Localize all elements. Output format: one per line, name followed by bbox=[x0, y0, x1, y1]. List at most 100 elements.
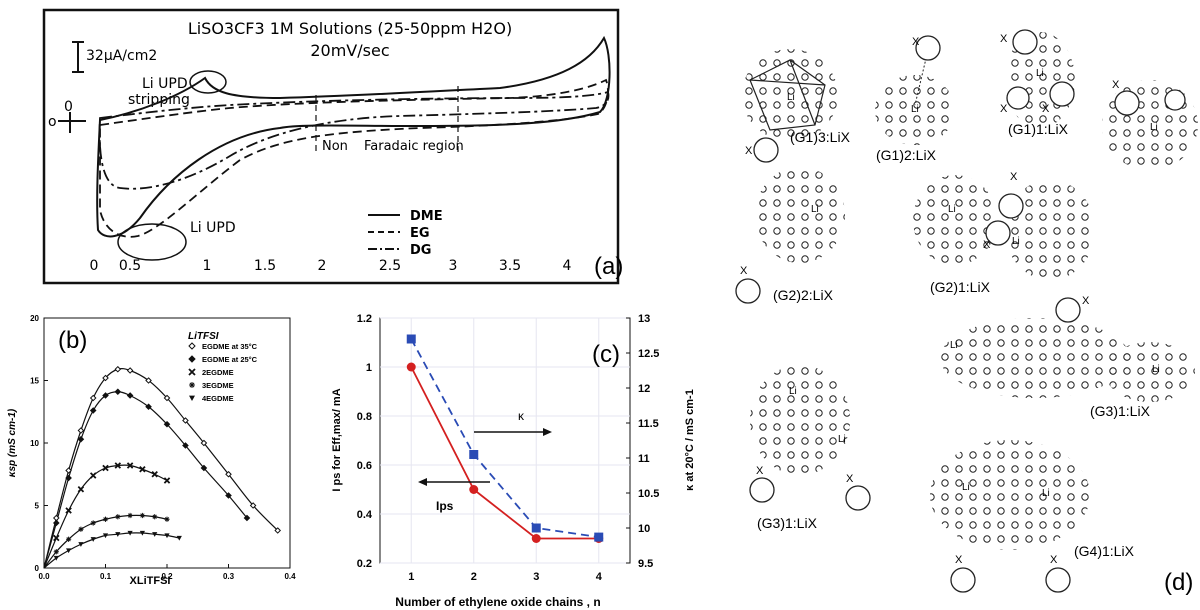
b-data-point bbox=[78, 542, 84, 547]
atom-x-label: X bbox=[1000, 33, 1008, 45]
b-ytick-label: 0 bbox=[35, 564, 40, 573]
b-data-point bbox=[139, 530, 145, 536]
label-g2-1: (G2)1:LiX bbox=[930, 279, 991, 295]
panel-a-frame bbox=[42, 8, 620, 285]
panel-a: LiSO3CF3 1M Solutions (25-50ppm H2O) 20m… bbox=[42, 8, 623, 285]
b-data-point bbox=[115, 532, 121, 537]
b-legend-label: 4EGDME bbox=[202, 394, 234, 403]
label-g3-1-b: (G3)1:LiX bbox=[1090, 403, 1151, 419]
a-xtick: 0.5 bbox=[119, 258, 141, 274]
b-legend-marker bbox=[188, 355, 196, 363]
b-data-point bbox=[66, 536, 72, 542]
atom-x-label: X bbox=[756, 465, 764, 477]
atom-li-label: Li bbox=[1036, 68, 1044, 79]
b-data-point bbox=[152, 514, 158, 520]
panel-d: Li Li Li Li Li Li Li Li Li Li Li Li Li X… bbox=[735, 29, 1198, 596]
c-data-point bbox=[469, 450, 479, 459]
b-data-point bbox=[114, 388, 122, 396]
b-ytick-label: 10 bbox=[30, 439, 39, 448]
c-ytick-right: 9.5 bbox=[638, 558, 653, 570]
c-ytick-right: 10.5 bbox=[638, 488, 659, 500]
b-data-point bbox=[163, 420, 171, 428]
c-ytick-right: 13 bbox=[638, 313, 650, 325]
b-data-point bbox=[182, 442, 189, 449]
panel-b-xlabel: XLiTFSI bbox=[130, 575, 171, 587]
b-series-line bbox=[43, 368, 279, 569]
b-data-point bbox=[102, 374, 109, 382]
b-ytick-label: 20 bbox=[30, 314, 39, 323]
c-ytick-left: 0.6 bbox=[357, 460, 372, 472]
molecule-g1-2 bbox=[875, 35, 955, 145]
c-data-point bbox=[469, 485, 479, 494]
b-legend-marker bbox=[188, 342, 196, 350]
atom-li-label: Li bbox=[811, 204, 819, 215]
atom-x-label: X bbox=[1010, 171, 1018, 183]
c-ytick-left: 1.2 bbox=[357, 313, 372, 325]
atom-x-label: X bbox=[1000, 103, 1008, 115]
legend-dg: DG bbox=[410, 243, 431, 258]
b-data-point bbox=[145, 403, 152, 411]
b-data-point bbox=[65, 474, 72, 482]
ips-annotation: Ips bbox=[436, 499, 454, 513]
legend-dme: DME bbox=[410, 209, 443, 224]
b-series-line bbox=[43, 391, 248, 569]
a-xtick: 3.5 bbox=[499, 258, 521, 274]
atom-li-label: Li bbox=[838, 434, 846, 445]
b-data-point bbox=[176, 535, 182, 541]
c-xtick-label: 2 bbox=[471, 571, 477, 583]
cv-curve-dme bbox=[96, 35, 611, 238]
b-data-point bbox=[53, 549, 59, 555]
atom-li-label: Li bbox=[1012, 236, 1020, 247]
atom-li-label: Li bbox=[911, 104, 919, 115]
upd-stripping-label-2: stripping bbox=[128, 92, 190, 108]
b-data-point bbox=[164, 516, 170, 522]
atom-x-label: X bbox=[1082, 295, 1090, 307]
molecule-g3-1-b bbox=[940, 297, 1195, 402]
b-data-point bbox=[114, 365, 122, 373]
atom-li-label: Li bbox=[787, 92, 795, 103]
b-legend-marker bbox=[188, 368, 196, 376]
c-ytick-right: 12.5 bbox=[638, 348, 659, 360]
atom-li-label: Li bbox=[950, 340, 958, 351]
c-ytick-left: 0.4 bbox=[357, 509, 373, 521]
atom-x-label: X bbox=[1042, 103, 1050, 115]
c-ytick-right: 10 bbox=[638, 523, 650, 535]
panel-c-ylabel-right: κ at 20°C / mS cm-1 bbox=[684, 389, 696, 491]
b-data-point bbox=[145, 377, 152, 384]
atom-li-label: Li bbox=[1152, 364, 1160, 375]
b-data-point bbox=[152, 532, 158, 537]
b-data-point bbox=[65, 507, 72, 514]
b-legend-label: EGDME at 35°C bbox=[202, 342, 258, 351]
c-ytick-right: 11.5 bbox=[638, 418, 659, 430]
b-legend-label: 3EGDME bbox=[202, 381, 234, 390]
legend-eg: EG bbox=[410, 226, 430, 241]
b-data-point bbox=[78, 526, 84, 532]
molecule-g4-1 bbox=[930, 440, 1090, 593]
label-g1-1: (G1)1:LiX bbox=[1008, 121, 1069, 137]
label-g4-1: (G4)1:LiX bbox=[1074, 543, 1135, 559]
c-data-point bbox=[531, 523, 541, 533]
b-data-point bbox=[163, 477, 171, 484]
b-data-point bbox=[90, 537, 96, 542]
zero-label-left: o bbox=[48, 114, 57, 130]
atom-x-label: X bbox=[740, 265, 748, 277]
b-data-point bbox=[90, 520, 96, 526]
atom-x-label: X bbox=[1050, 554, 1058, 566]
panel-b-legend-title: LiTFSI bbox=[188, 331, 219, 342]
b-data-point bbox=[114, 462, 122, 469]
b-data-point bbox=[139, 466, 146, 473]
b-data-point bbox=[52, 519, 60, 527]
c-data-point bbox=[406, 362, 416, 372]
c-xtick-label: 1 bbox=[408, 571, 414, 583]
atom-x-label: X bbox=[846, 473, 854, 485]
atom-x-label: X bbox=[955, 554, 963, 566]
c-ytick-right: 11 bbox=[638, 453, 650, 465]
b-data-point bbox=[127, 530, 133, 536]
b-ytick-label: 15 bbox=[30, 377, 39, 386]
molecule-g1-3 bbox=[742, 49, 838, 141]
panel-b-tag: (b) bbox=[58, 327, 87, 354]
b-data-point bbox=[77, 435, 85, 443]
atom-li-label: Li bbox=[1042, 488, 1050, 499]
a-xtick: 0 bbox=[90, 258, 99, 274]
